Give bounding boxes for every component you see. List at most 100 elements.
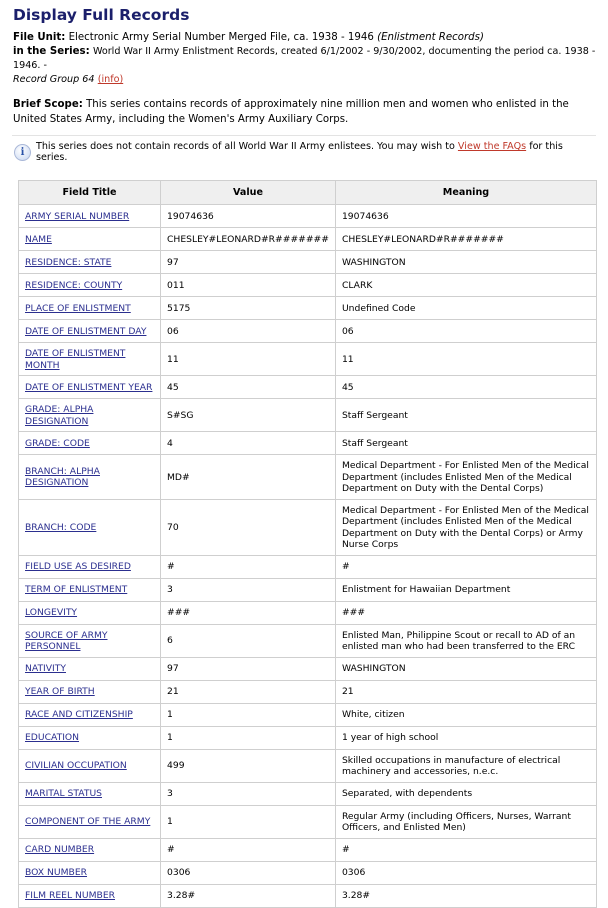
field-title-link[interactable]: BOX NUMBER [25,867,88,879]
field-title-link[interactable]: MARITAL STATUS [25,788,102,800]
field-title-cell: NATIVITY [18,656,161,681]
value-cell: MD# [160,454,336,500]
meaning-cell: Staff Sergeant [334,431,598,455]
table-row: MARITAL STATUS 3 Separated, with dependent… [18,781,598,806]
table-row: BOX NUMBER 0306 0306 [18,860,598,885]
meaning-cell: 21 [334,679,598,704]
field-title-link[interactable]: DATE OF ENLISTMENT YEAR [25,381,153,393]
table-row: RESIDENCE: COUNTY 011 CLARK [18,273,598,297]
field-title-link[interactable]: COMPONENT OF THE ARMY [25,816,151,828]
field-title-link[interactable]: NATIVITY [25,663,66,675]
value-cell: 45 [160,375,336,399]
value-cell: 6 [160,623,336,658]
meaning-cell: Staff Sergeant [334,398,598,432]
field-title-link[interactable]: CARD NUMBER [25,844,95,856]
table-row: NAME CHESLEY#LEONARD#R####### CHESLEY#LEON… [18,227,598,251]
field-title-cell: CARD NUMBER [18,837,161,862]
value-cell: 11 [160,342,336,376]
meaning-cell: Separated, with dependents [334,781,598,806]
field-title-cell: GRADE: CODE [18,431,161,455]
field-title-link[interactable]: TERM OF ENLISTMENT [25,584,128,596]
view-faqs-link[interactable]: View the FAQs [457,141,527,152]
meaning-cell: 11 [334,342,598,376]
scope-text: This series contains records of approxim… [13,99,569,125]
note-text: This series does not contain records of … [35,141,455,152]
field-title-link[interactable]: EDUCATION [25,732,80,744]
field-title-link[interactable]: NAME [25,233,52,245]
table-row: BRANCH: CODE 70 Medical Department - For E… [18,498,598,556]
field-title-link[interactable]: DATE OF ENLISTMENT DAY [25,325,147,337]
field-title-cell: TERM OF ENLISTMENT [18,577,161,602]
field-title-link[interactable]: SOURCE OF ARMY PERSONNEL [25,629,108,653]
field-title-cell: FIELD USE AS DESIRED [18,554,161,579]
field-title-link[interactable]: ARMY SERIAL NUMBER [25,210,130,222]
field-title-link[interactable]: FIELD USE AS DESIRED [25,561,131,573]
value-cell: 21 [160,679,336,704]
meaning-cell: ### [334,600,598,625]
file-unit-text: Electronic Army Serial Number Merged Fil… [68,32,374,43]
field-title-link[interactable]: RESIDENCE: COUNTY [25,279,123,291]
field-title-link[interactable]: FILM REEL NUMBER [25,890,116,902]
field-title-link[interactable]: GRADE: ALPHA DESIGNATION [25,404,94,427]
field-title-cell: RESIDENCE: STATE [18,250,161,274]
table-row: PLACE OF ENLISTMENT 5175 Undefined Code [18,296,598,320]
table-row: CARD NUMBER # # [18,837,598,862]
meaning-cell: 19074636 [334,204,598,228]
field-title-link[interactable]: BRANCH: CODE [25,521,97,533]
table-row: GRADE: ALPHA DESIGNATION S#SG Staff Sergea… [18,398,598,432]
value-cell: 3 [160,577,336,602]
field-title-cell: RESIDENCE: COUNTY [18,273,161,297]
field-title-cell: CIVILIAN OCCUPATION [18,748,161,783]
field-title-link[interactable]: LONGEVITY [25,607,78,619]
value-cell: S#SG [160,398,336,432]
table-row: LONGEVITY ### ### [18,600,598,625]
meaning-cell: Medical Department - For Enlisted Men of… [334,498,598,556]
field-title-cell: BRANCH: CODE [18,498,161,556]
meaning-cell: Enlistment for Hawaiian Department [334,577,598,602]
field-title-link[interactable]: YEAR OF BIRTH [25,686,95,698]
field-title-cell: BRANCH: ALPHA DESIGNATION [18,454,161,500]
field-title-link[interactable]: GRADE: CODE [25,437,90,449]
field-title-link[interactable]: RACE AND CITIZENSHIP [25,709,133,721]
field-title-cell: YEAR OF BIRTH [18,679,161,704]
series-text: World War II Army Enlistment Records, cr… [13,46,596,71]
field-title-link[interactable]: BRANCH: ALPHA DESIGNATION [25,465,100,489]
meaning-cell: Medical Department - For Enlisted Men of… [334,454,598,500]
field-title-cell: RACE AND CITIZENSHIP [18,702,161,727]
meaning-cell: 0306 [334,860,598,885]
faq-note: i This series does not contain records o… [14,141,596,163]
info-icon: i [14,144,31,161]
brief-scope: Brief Scope: This series contains record… [13,97,596,127]
field-title-cell: NAME [18,227,161,251]
value-cell: 1 [160,725,336,750]
file-unit-italic: (Enlistment Records) [377,32,484,43]
table-row: GRADE: CODE 4 Staff Sergeant [18,431,598,455]
field-title-link[interactable]: CIVILIAN OCCUPATION [25,760,127,772]
scope-label: Brief Scope: [13,99,83,110]
field-title-cell: FILM REEL NUMBER [18,883,161,908]
table-header: Field Title Value Meaning [18,180,598,205]
info-link[interactable]: (info) [97,74,124,85]
table-row: TERM OF ENLISTMENT 3 Enlistment for Hawaii… [18,577,598,602]
meaning-cell: WASHINGTON [334,250,598,274]
field-title-link[interactable]: RESIDENCE: STATE [25,256,112,268]
value-cell: 011 [160,273,336,297]
table-row: RACE AND CITIZENSHIP 1 White, citizen [18,702,598,727]
meaning-cell: 45 [334,375,598,399]
value-cell: 06 [160,319,336,343]
value-cell: 1 [160,804,336,839]
value-cell: # [160,837,336,862]
table-row: DATE OF ENLISTMENT DAY 06 06 [18,319,598,343]
meaning-cell: # [334,837,598,862]
table-row: DATE OF ENLISTMENT YEAR 45 45 [18,375,598,399]
table-row: ARMY SERIAL NUMBER 19074636 19074636 [18,204,598,228]
table-row: EDUCATION 1 1 year of high school [18,725,598,750]
field-title-link[interactable]: DATE OF ENLISTMENT MONTH [25,348,126,371]
table-row: CIVILIAN OCCUPATION 499 Skilled occupation… [18,748,598,783]
field-title-cell: EDUCATION [18,725,161,750]
value-cell: 3.28# [160,883,336,908]
value-cell: 499 [160,748,336,783]
meaning-cell: 1 year of high school [334,725,598,750]
field-title-link[interactable]: PLACE OF ENLISTMENT [25,302,131,314]
value-cell: 19074636 [160,204,336,228]
